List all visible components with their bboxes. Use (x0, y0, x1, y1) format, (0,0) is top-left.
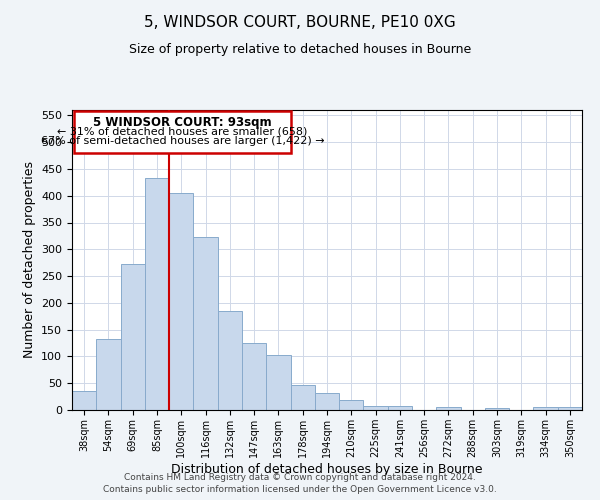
Bar (290, 386, 315, 410)
Bar (436, 408, 461, 410)
Bar (169, 193, 193, 410)
Text: 5 WINDSOR COURT: 93sqm: 5 WINDSOR COURT: 93sqm (93, 116, 272, 130)
Bar (533, 408, 558, 410)
Bar (339, 400, 364, 410)
Bar (388, 406, 412, 410)
Bar (193, 237, 218, 410)
Text: Contains public sector information licensed under the Open Government Licence v3: Contains public sector information licen… (103, 485, 497, 494)
Bar (364, 406, 388, 410)
Bar (74, 111, 290, 153)
Text: ← 31% of detached houses are smaller (658): ← 31% of detached houses are smaller (65… (58, 126, 308, 136)
Bar (218, 312, 242, 410)
Text: 5, WINDSOR COURT, BOURNE, PE10 0XG: 5, WINDSOR COURT, BOURNE, PE10 0XG (144, 15, 456, 30)
Y-axis label: Number of detached properties: Number of detached properties (23, 162, 35, 358)
Bar (72, 391, 96, 410)
Bar (315, 394, 339, 410)
Bar (121, 264, 145, 410)
Bar (485, 408, 509, 410)
X-axis label: Distribution of detached houses by size in Bourne: Distribution of detached houses by size … (171, 462, 483, 475)
Text: Size of property relative to detached houses in Bourne: Size of property relative to detached ho… (129, 42, 471, 56)
Bar (96, 339, 121, 410)
Bar (145, 178, 169, 410)
Text: 67% of semi-detached houses are larger (1,422) →: 67% of semi-detached houses are larger (… (41, 136, 325, 145)
Bar (266, 355, 290, 410)
Bar (558, 408, 582, 410)
Bar (242, 343, 266, 410)
Text: Contains HM Land Registry data © Crown copyright and database right 2024.: Contains HM Land Registry data © Crown c… (124, 472, 476, 482)
